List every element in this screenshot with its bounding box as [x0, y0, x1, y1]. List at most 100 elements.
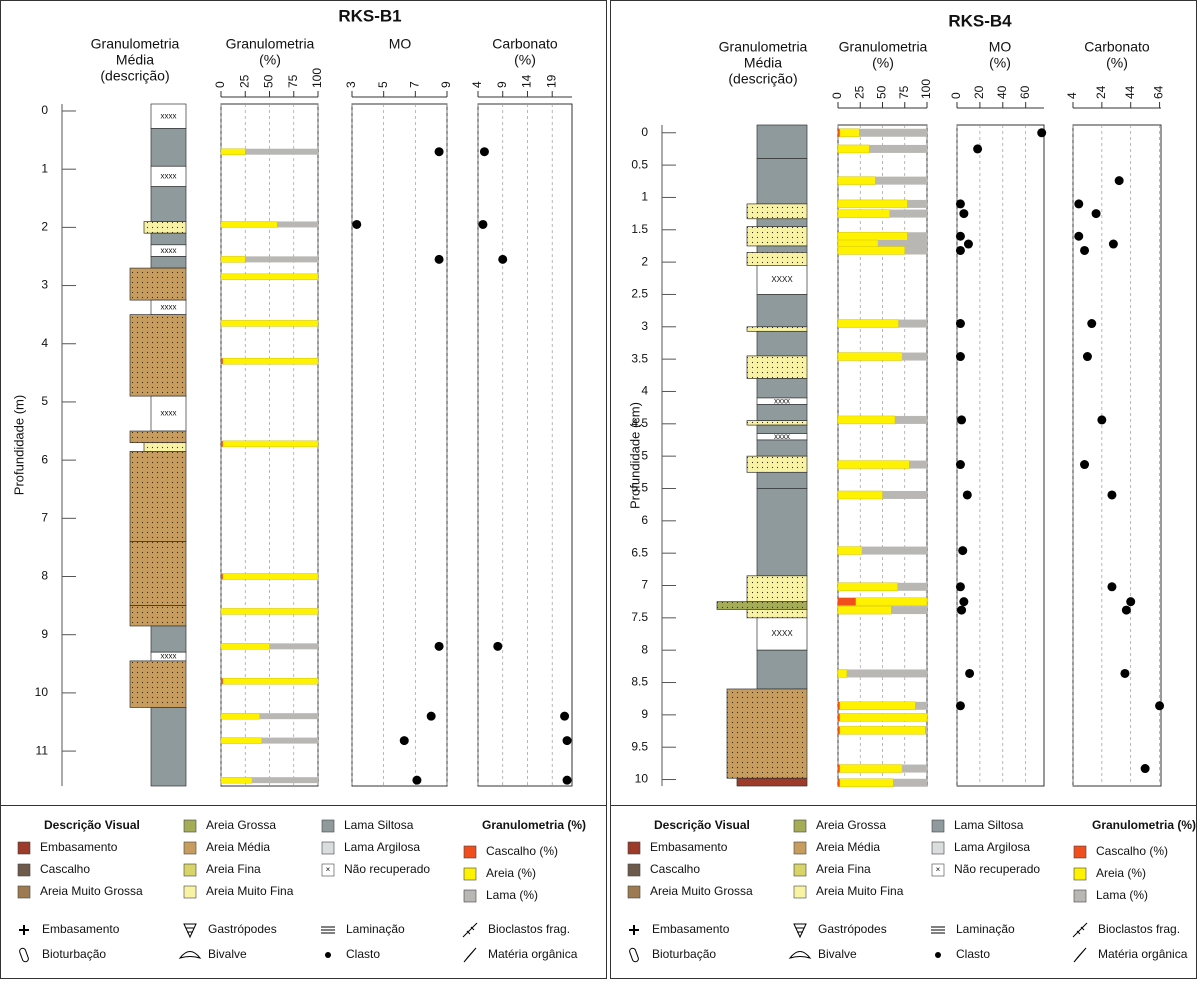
granulometry-bar	[837, 582, 898, 591]
panel-title: RKS-B1	[338, 6, 401, 25]
legend-icon	[463, 947, 477, 963]
legend-label: Lama Siltosa	[344, 818, 414, 832]
column-header: (descrição)	[100, 68, 169, 84]
legend-label: Embasamento	[650, 840, 728, 854]
legend-icon	[629, 947, 639, 963]
legend-icon	[19, 947, 29, 963]
carbonate-point	[562, 736, 572, 746]
mo-point	[957, 605, 967, 615]
carbonate-point	[1074, 199, 1084, 209]
legend-label: Bivalve	[208, 947, 247, 961]
lithology-layer	[150, 186, 187, 222]
depth-tick-label: 3	[41, 278, 48, 292]
granulometry-bar	[837, 319, 899, 328]
granulometry-bar	[839, 128, 860, 137]
mo-point	[963, 239, 973, 249]
lithology-layer	[150, 707, 187, 787]
legend-label: Areia Muito Grossa	[650, 884, 753, 898]
legend-icon	[1073, 947, 1087, 963]
lithology-layer	[150, 625, 187, 653]
layer-texture	[130, 660, 186, 708]
legend-label: Areia (%)	[486, 866, 536, 880]
mo-point	[973, 144, 983, 154]
legend-label: Bioclastos frag.	[488, 922, 570, 936]
carbonate-point	[1126, 597, 1136, 607]
layer-texture	[747, 609, 807, 618]
legend-swatch	[627, 885, 641, 899]
layer-label: xxxx	[161, 246, 177, 255]
granulometry-bar	[220, 148, 246, 155]
legend-label: Areia Grossa	[206, 818, 276, 832]
granulometry-bar	[220, 776, 253, 784]
carbonate-point	[1114, 176, 1124, 186]
granulometry-bar	[837, 605, 892, 615]
granulometry-bar	[220, 221, 278, 228]
granulometry-bar	[897, 582, 927, 591]
legend-label: Bioturbação	[42, 947, 106, 961]
mo-point	[352, 219, 362, 229]
carbonate-point	[1091, 209, 1101, 219]
legend-icon	[1072, 922, 1088, 938]
granulometry-bar	[220, 320, 319, 327]
mo-point	[955, 582, 965, 592]
layer-texture	[747, 420, 807, 426]
mo-point	[955, 701, 965, 711]
mo-point	[965, 668, 975, 678]
layer-texture	[747, 326, 807, 332]
layer-texture	[130, 268, 186, 301]
mo-point	[955, 352, 965, 362]
granulometry-bar	[875, 176, 927, 185]
legend-heading: Granulometria (%)	[1092, 818, 1196, 832]
depth-tick-label: 4.5	[631, 416, 648, 430]
granulometry-bar	[222, 678, 319, 685]
carbonate-point	[560, 711, 570, 721]
lithology-layer	[756, 378, 808, 399]
legend-heading: Descrição Visual	[654, 818, 750, 832]
legend-icon	[931, 926, 945, 934]
column-header: (%)	[259, 52, 281, 68]
lithology-layer	[150, 256, 187, 269]
plot-box	[1072, 124, 1162, 787]
granulometry-bar	[839, 778, 894, 787]
mo-point	[958, 546, 968, 556]
depth-tick-label: 7.5	[631, 610, 648, 624]
granulometry-bar	[220, 737, 262, 744]
axis-tick-label: 24	[1094, 85, 1108, 99]
granulometry-bar	[859, 128, 927, 137]
mo-point	[962, 490, 972, 500]
legend-icon	[19, 925, 29, 935]
legend-label: Gastrópodes	[208, 922, 277, 936]
legend-swatch	[183, 841, 197, 855]
granulometry-bar	[838, 701, 840, 710]
legend-swatch	[793, 819, 807, 833]
depth-tick-label: 3.5	[631, 351, 648, 365]
mo-point	[957, 415, 967, 425]
depth-tick-label: 8	[41, 569, 48, 583]
carbonate-point	[1074, 231, 1084, 241]
depth-tick-label: 5	[41, 394, 48, 408]
axis-tick-label: 64	[1152, 85, 1166, 99]
carbonate-point	[1155, 701, 1165, 711]
column-header: Carbonato	[492, 36, 558, 52]
mo-point	[959, 209, 969, 219]
legend-frame	[0, 805, 607, 979]
depth-tick-label: 2	[641, 254, 648, 268]
layer-label: XXXX	[771, 629, 793, 638]
legend-label: Laminação	[346, 922, 405, 936]
legend-swatch	[1073, 889, 1087, 903]
legend-label: Areia Grossa	[816, 818, 886, 832]
legend-icon	[183, 923, 197, 939]
granulometry-bar	[261, 737, 318, 744]
granulometry-bar	[869, 144, 927, 153]
legend-icon	[178, 951, 202, 959]
mo-point	[399, 736, 409, 746]
legend-swatch	[17, 841, 31, 855]
legend-label: Matéria orgânica	[1098, 947, 1188, 961]
layer-label: xxxx	[161, 111, 177, 120]
lithology-layer	[150, 128, 187, 167]
axis-tick-label: 50	[262, 74, 276, 88]
legend-label: Cascalho (%)	[486, 844, 558, 858]
legend-label: Areia Muito Grossa	[40, 884, 143, 898]
axis-tick-label: 4	[1065, 92, 1079, 99]
lithology-layer	[756, 404, 808, 421]
